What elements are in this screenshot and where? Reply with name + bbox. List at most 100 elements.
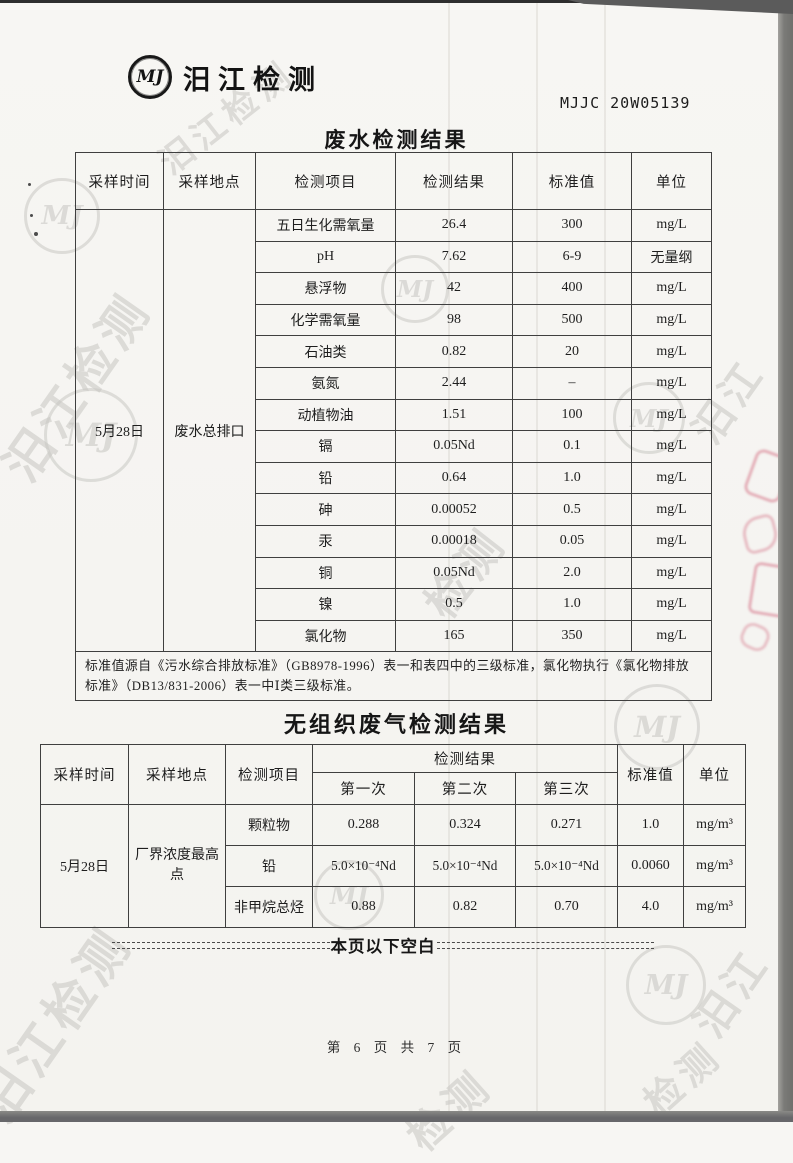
unit-cell: mg/L: [631, 303, 712, 337]
result-cell: 1.51: [395, 398, 513, 432]
standard-cell: 1.0: [512, 461, 632, 495]
standard-cell: 400: [512, 272, 632, 305]
table-row: 铜 0.05Nd 2.0 mg/L: [76, 556, 712, 590]
item-cell: 铅: [225, 845, 313, 887]
standard-cell: 100: [512, 398, 632, 432]
unit-cell: mg/L: [631, 335, 712, 368]
scan-edge-top-right: [568, 0, 793, 14]
sample-time-cell: 5月28日: [40, 804, 129, 928]
result-cell: 0.288: [312, 804, 415, 846]
table-row: 镍 0.5 1.0 mg/L: [76, 588, 712, 621]
table-row: 铅 5.0×10⁻⁴Nd 5.0×10⁻⁴Nd 5.0×10⁻⁴Nd 0.006…: [41, 845, 747, 887]
item-cell: 汞: [255, 524, 396, 558]
unit-cell: mg/L: [631, 209, 712, 242]
item-cell: 悬浮物: [255, 272, 396, 305]
gas-table: 采样时间 采样地点 检测项目 检测结果 标准值 单位 第一次 第二次 第三次 5…: [40, 744, 747, 928]
unit-cell: mg/L: [631, 461, 712, 495]
unit-cell: mg/L: [631, 272, 712, 305]
unit-cell: mg/L: [631, 588, 712, 621]
result-cell: 2.44: [395, 366, 513, 400]
wastewater-section-title: 废水检测结果: [324, 128, 469, 152]
result-cell: 165: [395, 619, 513, 653]
table-row: 5月28日 厂界浓度最高点 颗粒物 0.288 0.324 0.271 1.0 …: [40, 804, 747, 928]
separator-line: [112, 941, 330, 949]
unit-cell: mg/L: [631, 619, 712, 653]
standard-cell: 4.0: [617, 886, 685, 928]
table-row: 5月28日 废水总排口 五日生化需氧量 26.4 300 mg/L: [75, 208, 712, 653]
item-cell: 铜: [255, 556, 396, 590]
table-row: 砷 0.00052 0.5 mg/L: [76, 493, 712, 526]
table-row: 镉 0.05Nd 0.1 mg/L: [76, 430, 712, 463]
standard-cell: 500: [512, 303, 632, 337]
scan-speck: [30, 214, 33, 217]
item-cell: 砷: [255, 493, 396, 526]
item-cell: 镍: [255, 588, 396, 621]
item-cell: 铅: [255, 461, 396, 495]
sample-location-cell: 厂界浓度最高点: [128, 804, 226, 928]
blank-below-separator: 本页以下空白: [112, 933, 654, 957]
result-cell: 0.88: [312, 886, 415, 928]
scan-edge-bottom: [0, 1111, 793, 1122]
unit-cell: mg/L: [631, 556, 712, 590]
result-cell: 0.82: [395, 335, 513, 368]
col-result-group: 检测结果: [311, 744, 619, 773]
result-cell: 0.82: [414, 886, 516, 928]
standard-cell: 0.5: [512, 493, 632, 526]
item-cell: 动植物油: [255, 398, 396, 432]
result-cell: 0.70: [514, 886, 619, 928]
result-cell: 0.05Nd: [395, 556, 513, 590]
item-cell: 化学需氧量: [255, 303, 396, 337]
standard-cell: –: [512, 366, 632, 400]
mj-logo-icon: MJ: [128, 55, 172, 99]
standard-cell: 0.0060: [617, 845, 685, 887]
col-first: 第一次: [312, 772, 415, 805]
result-cell: 26.4: [395, 209, 513, 242]
result-cell: 5.0×10⁻⁴Nd: [514, 845, 619, 887]
result-cell: 0.00018: [395, 524, 513, 558]
table-row: 氯化物 165 350 mg/L: [76, 619, 712, 653]
standard-cell: 1.0: [512, 588, 632, 621]
result-cell: 7.62: [395, 240, 513, 274]
col-standard: 标准值: [617, 744, 685, 805]
red-stamp-mark: [739, 512, 781, 556]
unit-cell: mg/m³: [683, 845, 747, 887]
scan-edge-right: [778, 0, 793, 1122]
table-row: 铅 0.64 1.0 mg/L: [76, 461, 712, 495]
col-item: 检测项目: [255, 152, 396, 210]
col-sample-time: 采样时间: [75, 152, 164, 210]
table-row: 氨氮 2.44– mg/L: [76, 366, 712, 400]
standard-cell: 300: [512, 209, 632, 242]
wastewater-header-row: 采样时间 采样地点 检测项目 检测结果 标准值 单位: [75, 152, 712, 210]
col-sample-time: 采样时间: [40, 744, 129, 805]
scan-speck: [28, 183, 31, 186]
wastewater-table: 采样时间 采样地点 检测项目 检测结果 标准值 单位 5月28日 废水总排口 五…: [75, 152, 712, 702]
unit-cell: mg/m³: [683, 804, 747, 846]
result-cell: 0.271: [514, 804, 619, 846]
table-row: 非甲烷总烃 0.88 0.82 0.70 4.0 mg/m³: [41, 886, 747, 928]
item-cell: pH: [255, 240, 396, 274]
unit-cell: mg/L: [631, 493, 712, 526]
standard-cell: 350: [512, 619, 632, 653]
standards-footnote: 标准值源自《污水综合排放标准》（GB8978-1996）表一和表四中的三级标准，…: [75, 651, 712, 702]
standard-cell: 20: [512, 335, 632, 368]
table-row: 化学需氧量 98 500 mg/L: [76, 303, 712, 337]
unit-cell: mg/m³: [683, 886, 747, 928]
col-standard: 标准值: [512, 152, 632, 210]
item-cell: 石油类: [255, 335, 396, 368]
col-third: 第三次: [514, 772, 619, 805]
standard-cell: 0.1: [512, 430, 632, 463]
standard-cell: 1.0: [617, 804, 685, 846]
watermark-logo-icon: MJ: [626, 945, 706, 1025]
unit-cell: mg/L: [631, 430, 712, 463]
result-cell: 98: [395, 303, 513, 337]
result-cell: 42: [395, 272, 513, 305]
sample-time-cell: 5月28日: [75, 208, 164, 653]
result-cell: 0.05Nd: [395, 430, 513, 463]
scan-edge-top: [0, 0, 793, 3]
col-result: 检测结果: [395, 152, 513, 210]
page-number: 第 6 页 共 7 页: [326, 1040, 467, 1055]
gas-section-title: 无组织废气检测结果: [283, 712, 509, 737]
result-cell: 5.0×10⁻⁴Nd: [312, 845, 415, 887]
item-cell: 五日生化需氧量: [255, 209, 396, 242]
